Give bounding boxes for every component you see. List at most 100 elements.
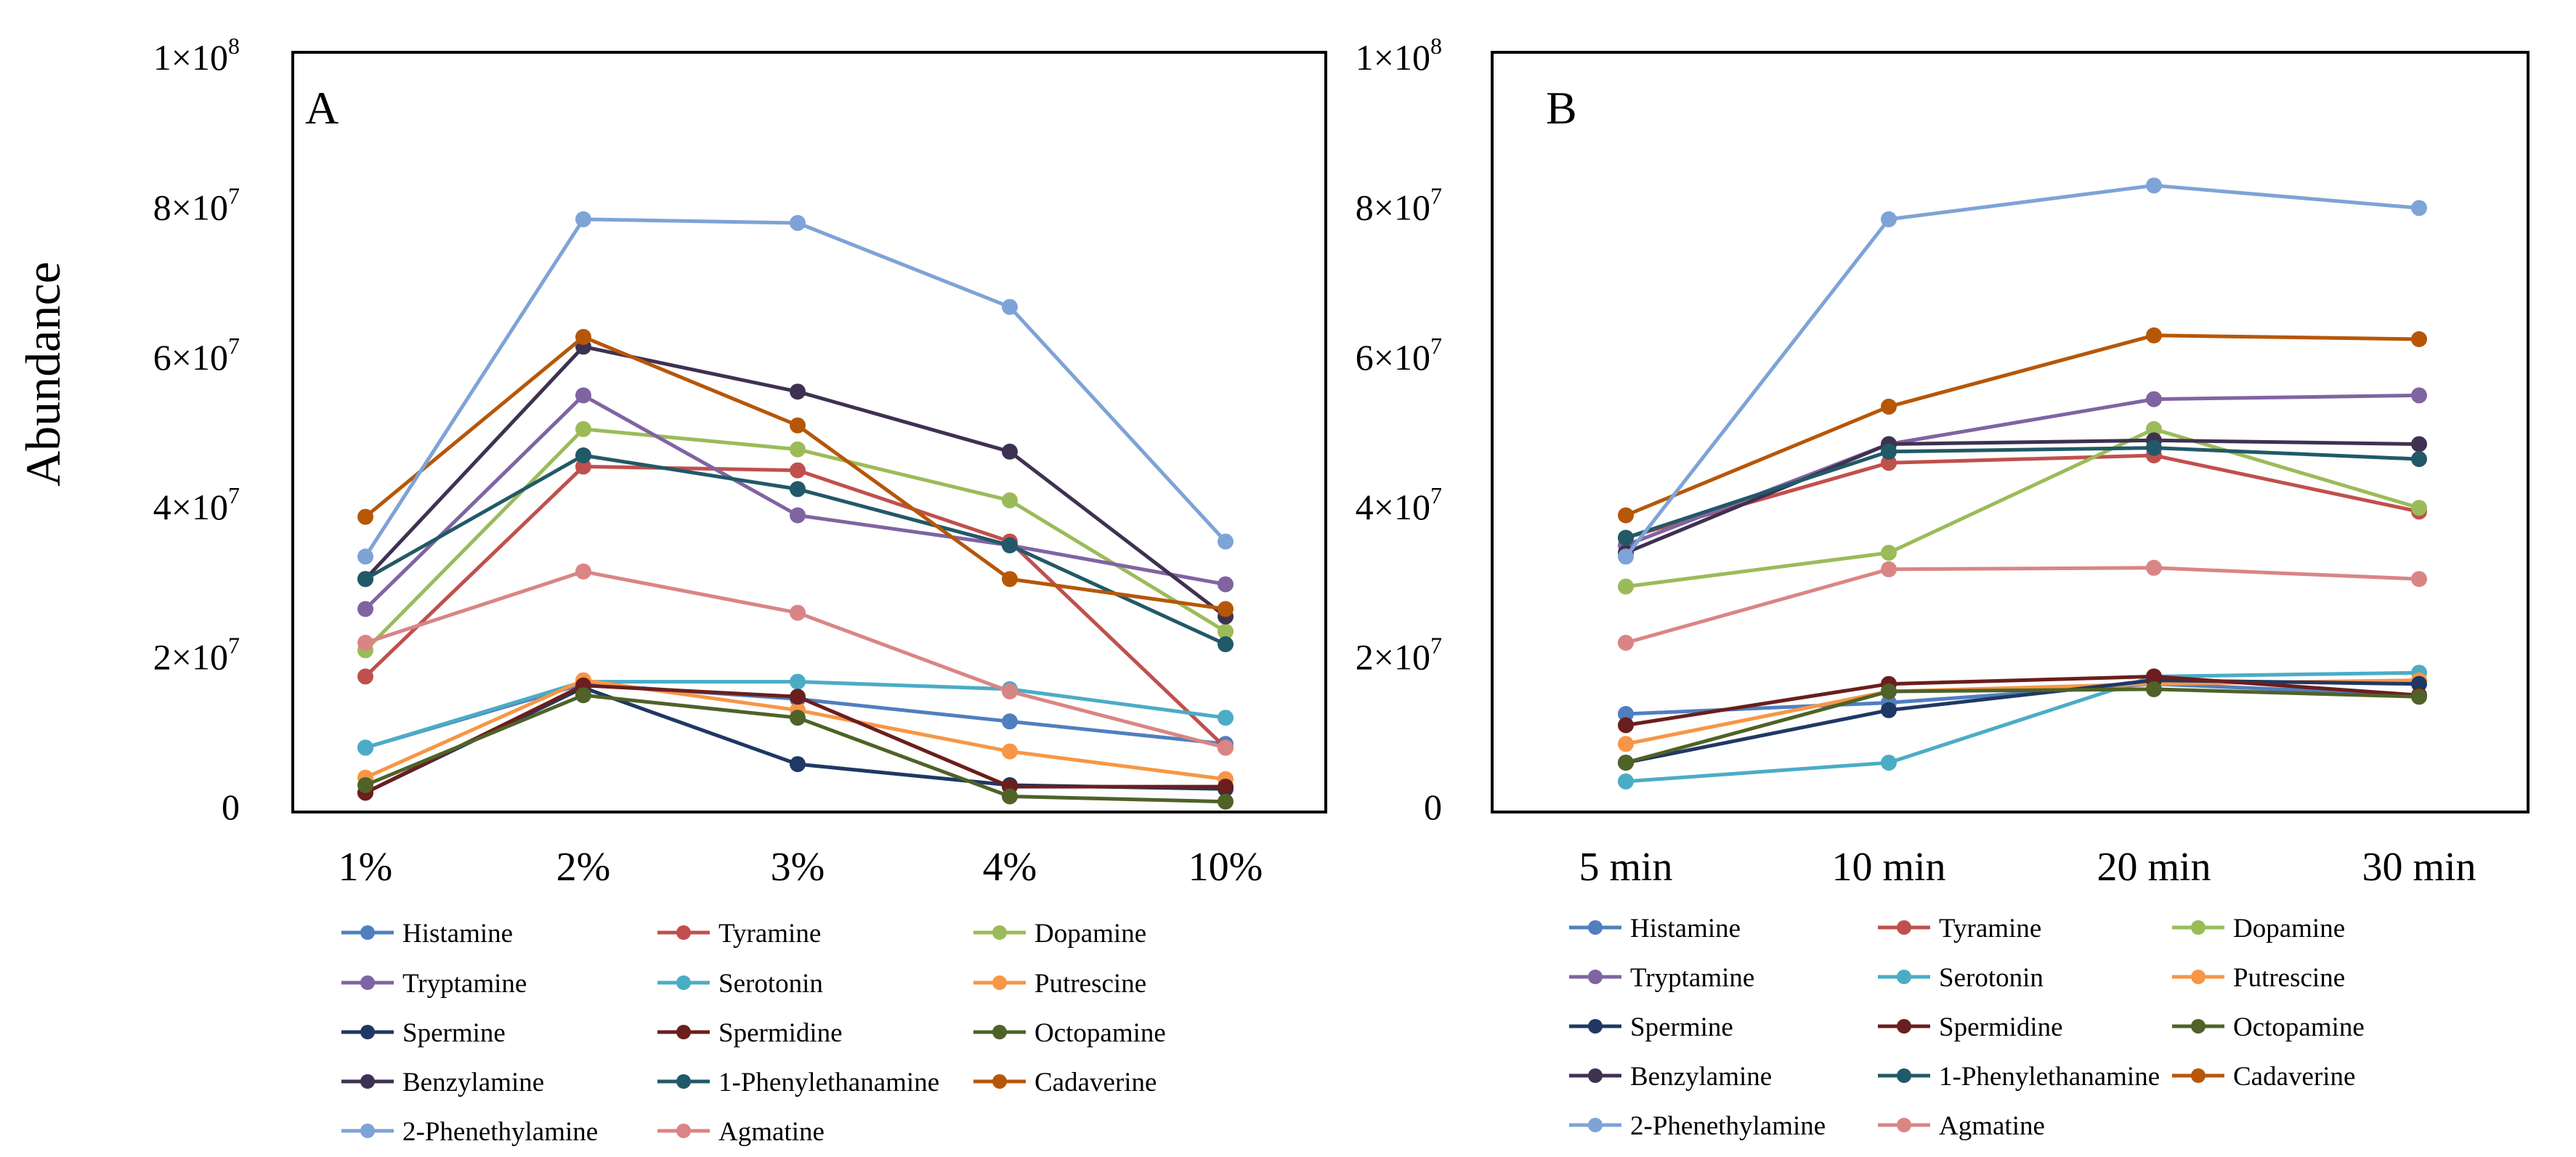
- x-tick-label: 20 min: [2097, 845, 2211, 890]
- legend-label: Dopamine: [2233, 914, 2345, 943]
- legend-label: Histamine: [402, 919, 513, 949]
- panel-a-x-ticks: 1% 2% 3% 4% 10%: [339, 845, 1263, 890]
- legend-label: Octopamine: [1034, 1018, 1166, 1048]
- legend-label: Tyramine: [1939, 914, 2041, 943]
- series-line-serotonin: [1625, 670, 2420, 784]
- data-point: [575, 687, 591, 704]
- data-point: [1218, 636, 1234, 652]
- data-point: [1002, 743, 1018, 760]
- panel-b-tag: B: [1546, 82, 1577, 134]
- data-point: [1881, 755, 1897, 771]
- y-tick-exponent: 7: [228, 633, 240, 659]
- data-point: [2146, 681, 2162, 697]
- y-tick-exponent: 7: [1430, 633, 1442, 659]
- data-point: [1218, 601, 1234, 617]
- legend-label: Benzylamine: [402, 1068, 544, 1097]
- legend-label: Tryptamine: [402, 969, 527, 999]
- series-2-phenethylamine: [357, 211, 1234, 565]
- y-tick-label: 4×107: [153, 482, 240, 527]
- legend-item-cadaverine: Cadaverine: [2172, 1062, 2355, 1092]
- data-point: [1002, 571, 1018, 588]
- data-point: [790, 756, 806, 773]
- legend-item-tryptamine: Tryptamine: [341, 969, 527, 999]
- data-point: [1881, 211, 1897, 227]
- series-line-histamine: [1625, 682, 2420, 716]
- legend-label: Cadaverine: [1034, 1068, 1157, 1097]
- series-line-spermine: [1625, 678, 2420, 765]
- data-point: [2146, 668, 2162, 685]
- y-tick-label: 1×108: [153, 33, 240, 78]
- legend-item-serotonin: Serotonin: [657, 969, 823, 999]
- data-point: [1002, 299, 1018, 315]
- data-point: [357, 668, 373, 685]
- legend-swatch-marker: [360, 975, 375, 990]
- legend-item-tyramine: Tyramine: [657, 919, 821, 949]
- data-point: [2411, 500, 2427, 516]
- legend-item-1-phenylethanamine: 1-Phenylethanamine: [1878, 1062, 2160, 1092]
- legend-swatch-marker: [1897, 1118, 1911, 1132]
- legend-label: Putrescine: [2233, 963, 2345, 993]
- legend-item-dopamine: Dopamine: [973, 919, 1146, 949]
- data-point: [1002, 537, 1018, 553]
- y-tick-mantissa: 8×10: [153, 187, 228, 227]
- y-tick-label: 8×107: [153, 182, 240, 227]
- legend-item-octopamine: Octopamine: [2172, 1012, 2365, 1042]
- legend-swatch-marker: [1897, 970, 1911, 984]
- data-point: [2146, 421, 2162, 437]
- legend-item-spermidine: Spermidine: [657, 1018, 843, 1048]
- panel-b-legend: Histamine Tyramine Dopamine Tryptamine Serot…: [1569, 914, 2365, 1141]
- legend-swatch-marker: [1897, 920, 1911, 935]
- legend-item-2-phenethylamine: 2-Phenethylamine: [341, 1117, 598, 1147]
- data-point: [2411, 451, 2427, 468]
- legend-swatch-marker: [2191, 1068, 2206, 1083]
- legend-label: Serotonin: [718, 969, 823, 999]
- data-point: [1218, 533, 1234, 550]
- y-tick-exponent: 7: [1430, 482, 1442, 508]
- legend-label: Tryptamine: [1630, 963, 1754, 993]
- x-tick-label: 10%: [1188, 845, 1263, 890]
- data-point: [2411, 675, 2427, 692]
- data-point: [2411, 689, 2427, 705]
- data-point: [1881, 545, 1897, 561]
- legend-item-octopamine: Octopamine: [973, 1018, 1166, 1048]
- legend-item-agmatine: Agmatine: [657, 1117, 825, 1147]
- series-agmatine: [357, 563, 1234, 756]
- data-point: [790, 710, 806, 726]
- y-tick-mantissa: 6×10: [1356, 337, 1430, 378]
- legend-label: Benzylamine: [1630, 1062, 1772, 1092]
- series-line-spermidine: [1625, 674, 2420, 727]
- data-point: [1618, 507, 1634, 524]
- data-point: [357, 548, 373, 565]
- data-point: [790, 481, 806, 498]
- legend-label: Dopamine: [1034, 919, 1146, 949]
- y-tick-label: 6×107: [153, 333, 240, 378]
- data-point: [790, 604, 806, 621]
- legend-swatch-marker: [360, 1074, 375, 1089]
- data-point: [357, 571, 373, 588]
- legend-item-benzylamine: Benzylamine: [1569, 1062, 1772, 1092]
- data-point: [1881, 398, 1897, 415]
- legend-swatch-marker: [992, 975, 1007, 990]
- legend-label: 2-Phenethylamine: [402, 1117, 598, 1147]
- data-point: [1002, 492, 1018, 508]
- legend-item-histamine: Histamine: [341, 919, 513, 949]
- data-point: [1618, 529, 1634, 546]
- legend-item-tyramine: Tyramine: [1878, 914, 2041, 943]
- x-tick-label: 3%: [771, 845, 825, 890]
- data-point: [790, 441, 806, 458]
- legend-label: Putrescine: [1034, 969, 1146, 999]
- legend-swatch-marker: [1588, 1118, 1603, 1132]
- y-tick-label: 0: [222, 787, 240, 827]
- series-1-phenylethanamine: [357, 447, 1234, 652]
- legend-swatch-marker: [1897, 1068, 1911, 1083]
- panel-a-series: [357, 211, 1234, 810]
- data-point: [1881, 455, 1897, 471]
- data-point: [790, 507, 806, 524]
- legend-item-serotonin: Serotonin: [1878, 963, 2044, 993]
- panel-b-x-ticks: 5 min 10 min 20 min 30 min: [1579, 845, 2476, 890]
- y-tick-label: 0: [1424, 787, 1442, 827]
- legend-label: 1-Phenylethanamine: [1939, 1062, 2160, 1092]
- legend-item-dopamine: Dopamine: [2172, 914, 2345, 943]
- x-tick-label: 1%: [339, 845, 393, 890]
